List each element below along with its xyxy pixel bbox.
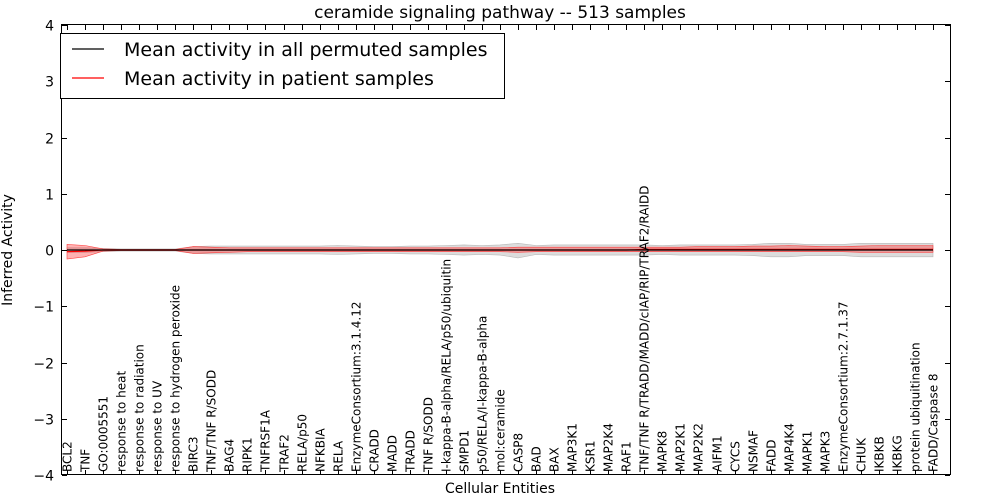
x-tick-label: IKBKG (891, 435, 905, 472)
x-tick-label: EnzymeConsortium:2.7.1.37 (837, 301, 851, 472)
x-tick-label: NFKBIA (314, 427, 328, 472)
x-tick-label: BIRC3 (187, 436, 201, 472)
y-tick-label: −1 (33, 300, 54, 316)
x-tick-label: BAD (530, 446, 544, 472)
plot-frame (61, 24, 951, 475)
y-tick-label: −3 (33, 413, 54, 429)
x-tick-label: protein ubiquitination (909, 342, 923, 472)
x-tick-label: RIPK1 (241, 437, 255, 472)
x-tick-label: TNF/TNF R/TRADD/MADD/cIAP/RIP/TRAF2/RAID… (638, 186, 652, 474)
legend: Mean activity in all permuted samples Me… (60, 33, 505, 99)
x-tick-label: RELA/p50 (296, 414, 310, 472)
y-tick-label: 1 (45, 188, 54, 204)
x-tick-label: MAPK1 (801, 431, 815, 472)
x-tick-label: BAG4 (223, 439, 237, 472)
x-axis-label: Cellular Entities (445, 481, 555, 497)
x-tick-label: TNF R/SODD (422, 397, 436, 473)
band-patient (66, 244, 934, 260)
x-tick-label: MAP2K2 (692, 423, 706, 472)
y-axis: −4 −3 −2 −1 0 1 2 3 4 (33, 19, 950, 485)
x-tick-label: CYCS (729, 441, 743, 472)
y-tick-label: −4 (33, 469, 54, 485)
x-tick-label: CRADD (368, 429, 382, 472)
x-tick-label: RELA (332, 440, 346, 472)
x-tick-label: p50/RELA/I-kappa-B-alpha (476, 316, 490, 472)
x-tick-label: CASP8 (512, 433, 526, 472)
x-tick-label: GO:0005551 (97, 396, 111, 472)
x-tick-label: MAP2K4 (602, 423, 616, 472)
x-tick-label: MADD (386, 435, 400, 472)
x-tick-label: TNF/TNF R/SODD (205, 370, 219, 473)
x-tick-label: MAPK3 (819, 431, 833, 472)
legend-label-permuted: Mean activity in all permuted samples (124, 39, 487, 61)
x-tick-label: MAP2K1 (674, 423, 688, 472)
legend-label-patient: Mean activity in patient samples (124, 68, 434, 90)
x-tick-label: BAX (548, 447, 562, 472)
x-tick-label: KSR1 (584, 441, 598, 472)
x-tick-label: FADD/Caspase 8 (927, 373, 941, 472)
x-tick-label: response to UV (151, 380, 165, 472)
confidence-bands (66, 242, 934, 260)
y-axis-label: Inferred Activity (0, 194, 16, 306)
y-tick-label: 3 (45, 75, 54, 91)
y-tick-label: 2 (45, 132, 54, 148)
x-tick-label: BCL2 (61, 441, 75, 472)
x-tick-label: I-kappa-B-alpha/RELA/p50/ubiquitin (440, 259, 454, 472)
x-tick-label: NSMAF (747, 430, 761, 472)
x-tick-label: response to radiation (133, 344, 147, 472)
x-tick-label: MAPK8 (656, 431, 670, 472)
series-lines (66, 248, 933, 253)
x-tick-label: TRAF2 (278, 434, 292, 473)
x-tick-label: FADD (765, 440, 779, 473)
x-tick-label: IKBKB (873, 436, 887, 472)
legend-box (60, 33, 505, 99)
x-tick-label: mol:ceramide (494, 389, 508, 472)
x-tick-label: SMPD1 (458, 430, 472, 472)
x-axis: BCL2 TNF GO:0005551 response to heat respons… (61, 25, 941, 475)
x-tick-label: RAF1 (620, 441, 634, 472)
x-tick-label: TNFRSF1A (259, 409, 273, 473)
x-tick-label: response to hydrogen peroxide (169, 285, 183, 472)
x-tick-label: MAP4K4 (783, 423, 797, 472)
x-tick-label: CHUK (855, 437, 869, 472)
x-tick-label: TRADD (404, 430, 418, 473)
x-tick-label: MAP3K1 (566, 423, 580, 472)
x-tick-label: TNF (79, 449, 93, 473)
x-tick-label: AIFM1 (711, 435, 725, 472)
y-tick-label: −2 (33, 357, 54, 373)
y-tick-label: 0 (45, 244, 54, 260)
chart-title: ceramide signaling pathway -- 513 sample… (314, 3, 686, 23)
x-tick-label: EnzymeConsortium:3.1.4.12 (350, 301, 364, 472)
x-tick-label: response to heat (115, 370, 129, 472)
y-tick-label: 4 (45, 19, 54, 35)
